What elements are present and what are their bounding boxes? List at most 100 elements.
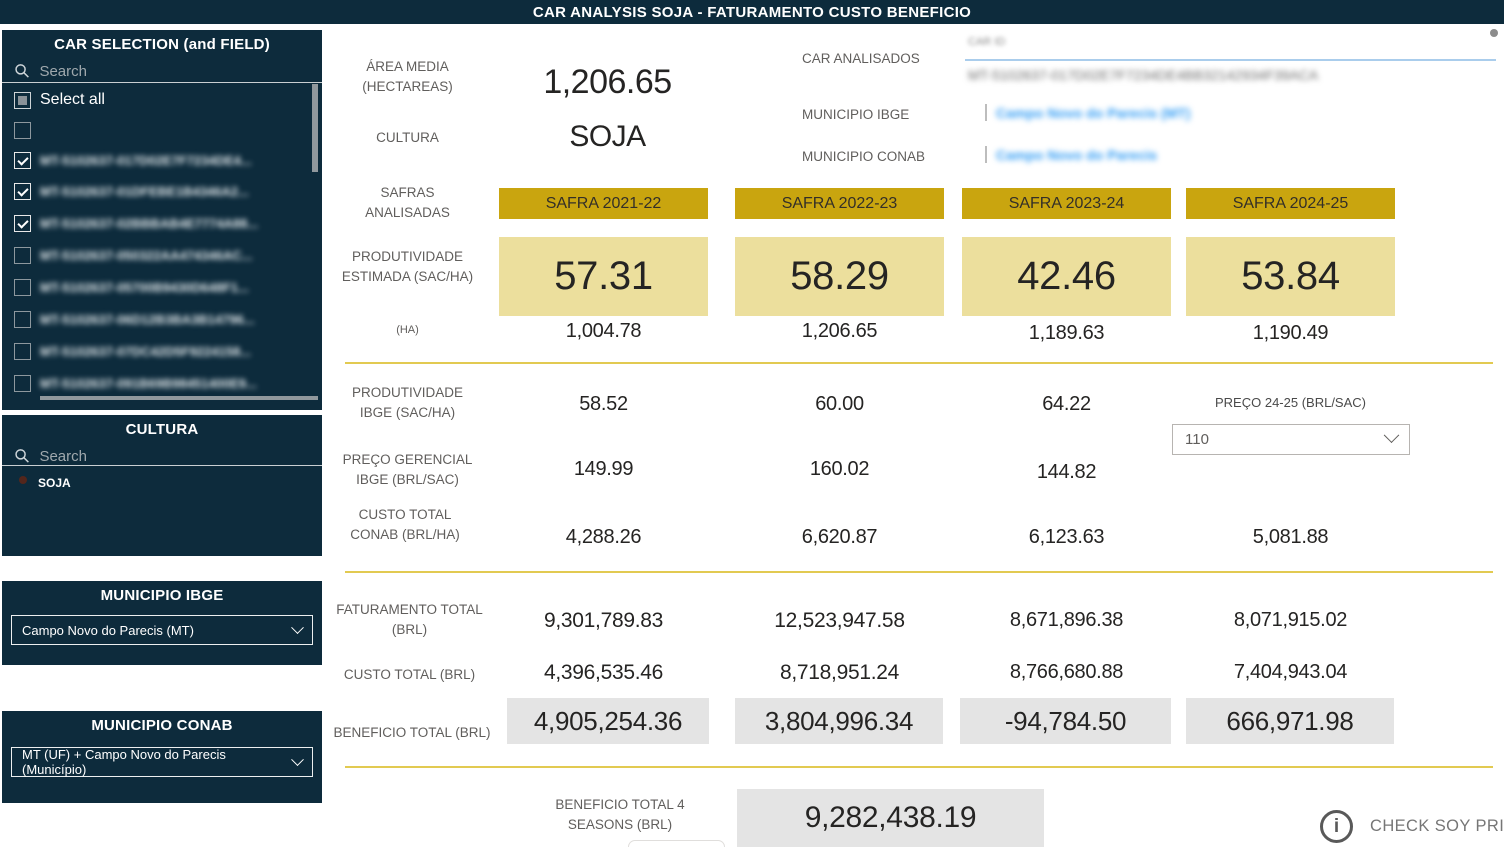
custo-conab-value: 6,620.87 bbox=[801, 526, 878, 548]
horizontal-scrollbar[interactable] bbox=[40, 396, 318, 400]
empty-checkbox[interactable] bbox=[14, 122, 31, 139]
municipio-ibge-title: MUNICIPIO IBGE bbox=[100, 587, 224, 604]
safra-column-header: SAFRA 2021-22 bbox=[499, 188, 708, 219]
produtividade-ibge-value: 60.00 bbox=[815, 393, 864, 415]
produtividade-estimada-value: 57.31 bbox=[499, 237, 708, 316]
vertical-scrollbar[interactable] bbox=[312, 84, 318, 172]
beneficio-total-label: BENEFICIO TOTAL (BRL) bbox=[333, 725, 491, 740]
car-list-item[interactable]: MT-5102637-02BBBAB4E7774A88... bbox=[2, 215, 322, 239]
cultura-item-soja[interactable]: SOJA bbox=[2, 470, 322, 494]
municipio-conab-link[interactable]: Campo Novo do Parecis bbox=[996, 147, 1158, 163]
preco-24-25-label: PREÇO 24-25 (BRL/SAC) bbox=[1215, 395, 1366, 410]
car-id-value: MT-5102637-017D02E7F7234DE4BB32142934F39… bbox=[968, 67, 1319, 83]
unchecked-checkbox[interactable] bbox=[14, 311, 31, 328]
car-list-item[interactable]: MT-5102637-01DFEBE1B4346A2... bbox=[2, 183, 322, 207]
car-item-label: MT-5102637-02BBBAB4E7774A88... bbox=[40, 216, 259, 231]
cultura-panel: CULTURA SOJA bbox=[2, 415, 322, 556]
page-title: CAR ANALYSIS SOJA - FATURAMENTO CUSTO BE… bbox=[532, 3, 972, 21]
car-analisados-label: CAR ANALISADOS bbox=[802, 51, 920, 66]
select-all-row[interactable]: Select all bbox=[2, 91, 322, 116]
car-item-label: MT-5102637-091B69B98451400E9... bbox=[40, 376, 257, 391]
checked-checkbox[interactable] bbox=[14, 183, 31, 200]
separator-bar bbox=[985, 104, 987, 121]
car-item-label: MT-5102637-06D12B3BA3B14796... bbox=[40, 312, 255, 327]
cultura-label: CULTURA bbox=[376, 130, 439, 145]
cultura-value: SOJA bbox=[569, 120, 646, 153]
beneficio-total-value: -94,784.50 bbox=[960, 698, 1171, 744]
municipio-ibge-dropdown[interactable]: Campo Novo do Parecis (MT) bbox=[11, 615, 313, 645]
preco-gerencial-value: 160.02 bbox=[809, 458, 870, 480]
car-list-item[interactable]: MT-5102637-091B69B98451400E9... bbox=[2, 375, 322, 399]
ha-label: (HA) bbox=[396, 324, 419, 336]
produtividade-ibge-label: PRODUTIVIDADE IBGE (SAC/HA) bbox=[351, 385, 463, 421]
car-item-label: MT-5102637-05700B9430D648F1... bbox=[40, 280, 249, 295]
cultura-item-label: SOJA bbox=[38, 476, 71, 490]
municipio-conab-dropdown[interactable]: MT (UF) + Campo Novo do Parecis (Municíp… bbox=[11, 747, 313, 777]
ha-value: 1,189.63 bbox=[1028, 322, 1105, 344]
ha-value: 1,004.78 bbox=[565, 320, 642, 342]
gold-divider bbox=[345, 571, 1493, 573]
chevron-down-icon bbox=[291, 620, 304, 634]
separator-bar bbox=[985, 146, 987, 163]
ha-value: 1,206.65 bbox=[801, 320, 878, 342]
empty-checkbox-row[interactable] bbox=[2, 122, 322, 146]
search-underline bbox=[2, 465, 322, 466]
car-list-item[interactable]: MT-5102637-017D02E7F7234DE4... bbox=[2, 152, 322, 176]
preco-gerencial-value: 144.82 bbox=[1036, 461, 1097, 483]
car-list-item[interactable]: MT-5102637-05700B9430D648F1... bbox=[2, 279, 322, 303]
chevron-down-icon bbox=[291, 752, 304, 766]
unchecked-checkbox[interactable] bbox=[14, 375, 31, 392]
beneficio-total-value: 4,905,254.36 bbox=[507, 698, 709, 744]
car-table-underline bbox=[965, 59, 1496, 61]
check-soy-prices-label: CHECK SOY PRICES bbox=[1370, 817, 1504, 835]
checked-checkbox[interactable] bbox=[14, 152, 31, 169]
faturamento-label: FATURAMENTO TOTAL (BRL) bbox=[336, 602, 483, 638]
car-search-input[interactable] bbox=[39, 62, 308, 80]
unchecked-checkbox[interactable] bbox=[14, 247, 31, 264]
custo-conab-value: 4,288.26 bbox=[565, 526, 642, 548]
car-search-row bbox=[14, 58, 308, 84]
area-media-label: ÁREA MEDIA (HECTAREAS) bbox=[362, 59, 453, 95]
car-list-item[interactable]: MT-5102637-06D12B3BA3B14796... bbox=[2, 311, 322, 335]
municipio-ibge-link[interactable]: Campo Novo do Parecis (MT) bbox=[996, 105, 1191, 121]
beneficio-4-seasons-label: BENEFICIO TOTAL 4 SEASONS (BRL) bbox=[555, 797, 685, 833]
beneficio-total-value: 666,971.98 bbox=[1186, 698, 1394, 744]
municipio-ibge-panel: MUNICIPIO IBGE Campo Novo do Parecis (MT… bbox=[2, 581, 322, 665]
car-list-item[interactable]: MT-5102637-050322AA474346AC... bbox=[2, 247, 322, 271]
municipio-conab-title: MUNICIPIO CONAB bbox=[91, 717, 233, 734]
beneficio-4-seasons-value: 9,282,438.19 bbox=[737, 789, 1044, 847]
preco-gerencial-label: PREÇO GERENCIAL IBGE (BRL/SAC) bbox=[342, 452, 473, 488]
select-all-checkbox[interactable] bbox=[14, 92, 31, 109]
info-icon[interactable]: i bbox=[1320, 810, 1353, 843]
cultura-search-input[interactable] bbox=[39, 447, 308, 465]
search-icon bbox=[15, 449, 29, 463]
check-soy-prices-button[interactable]: i CHECK SOY PRICES bbox=[1320, 810, 1504, 843]
scroll-dot-indicator bbox=[1490, 29, 1498, 37]
custo-total-label: CUSTO TOTAL (BRL) bbox=[343, 667, 476, 682]
produtividade-estimada-value: 53.84 bbox=[1186, 237, 1395, 316]
custo-total-value: 8,766,680.88 bbox=[1009, 661, 1124, 683]
car-list-item[interactable]: MT-5102637-07DC42D5F9224158... bbox=[2, 343, 322, 367]
faturamento-value: 12,523,947.58 bbox=[774, 609, 905, 632]
produtividade-ibge-value: 58.52 bbox=[579, 393, 628, 415]
area-media-value: 1,206.65 bbox=[543, 63, 672, 101]
safras-analisadas-label: SAFRAS ANALISADAS bbox=[365, 185, 450, 221]
chevron-down-icon bbox=[1383, 427, 1400, 444]
beneficio-total-value: 3,804,996.34 bbox=[735, 698, 943, 744]
produtividade-ibge-value: 64.22 bbox=[1042, 393, 1091, 415]
unchecked-checkbox[interactable] bbox=[14, 279, 31, 296]
ha-value: 1,190.49 bbox=[1252, 322, 1329, 344]
custo-total-value: 8,718,951.24 bbox=[779, 661, 900, 684]
gold-divider bbox=[345, 362, 1493, 364]
unchecked-checkbox[interactable] bbox=[14, 343, 31, 360]
custo-total-value: 4,396,535.46 bbox=[543, 661, 664, 684]
gold-divider bbox=[345, 766, 1493, 768]
preco-24-25-dropdown[interactable]: 110 bbox=[1172, 424, 1410, 455]
car-item-label: MT-5102637-01DFEBE1B4346A2... bbox=[40, 184, 249, 199]
municipio-conab-selected: MT (UF) + Campo Novo do Parecis (Municíp… bbox=[22, 747, 226, 777]
cultura-search-row bbox=[14, 443, 308, 469]
checked-checkbox[interactable] bbox=[14, 215, 31, 232]
municipio-ibge-main-label: MUNICIPIO IBGE bbox=[802, 107, 910, 122]
car-id-column-header: CAR ID bbox=[968, 36, 1006, 48]
produtividade-estimada-label: PRODUTIVIDADE ESTIMADA (SAC/HA) bbox=[341, 249, 474, 285]
